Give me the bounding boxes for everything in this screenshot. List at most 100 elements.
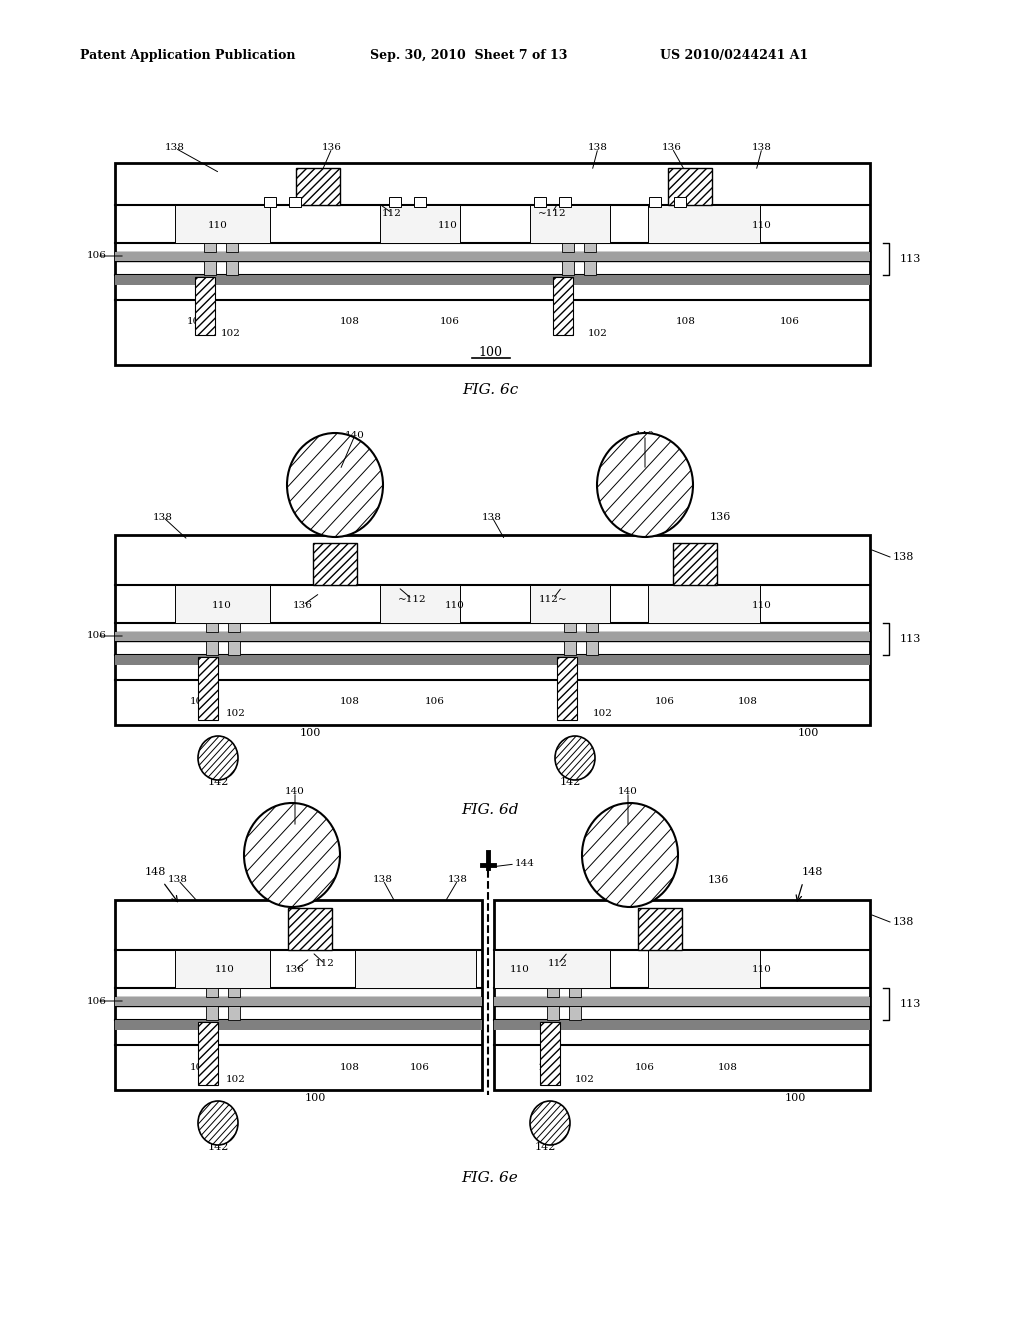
Bar — [564, 642, 575, 655]
Text: Patent Application Publication: Patent Application Publication — [80, 49, 296, 62]
Text: 102: 102 — [575, 1074, 595, 1084]
Ellipse shape — [198, 737, 238, 780]
Text: FIG. 6d: FIG. 6d — [461, 803, 519, 817]
Bar — [494, 950, 610, 987]
Text: 106: 106 — [87, 252, 106, 260]
Text: 113: 113 — [900, 634, 922, 644]
Bar — [380, 205, 460, 243]
Text: 106: 106 — [780, 318, 800, 326]
Text: 106: 106 — [87, 631, 106, 640]
Bar — [494, 997, 870, 1006]
Bar — [648, 950, 760, 987]
Bar — [115, 655, 870, 665]
Bar — [540, 1022, 560, 1085]
Text: 138: 138 — [893, 917, 914, 927]
Bar — [547, 987, 559, 997]
Text: ~112: ~112 — [538, 209, 566, 218]
Text: FIG. 6c: FIG. 6c — [462, 383, 518, 397]
Text: 108: 108 — [340, 697, 360, 706]
Text: 148: 148 — [802, 867, 822, 876]
Bar — [115, 997, 482, 1006]
Text: 108: 108 — [340, 318, 360, 326]
Bar — [228, 642, 240, 655]
Text: 112~: 112~ — [539, 594, 567, 603]
Text: 102: 102 — [221, 330, 241, 338]
Bar — [115, 632, 870, 642]
Text: 138: 138 — [449, 875, 468, 884]
Bar — [198, 657, 218, 719]
Text: 100: 100 — [304, 1093, 326, 1104]
Text: 112: 112 — [382, 209, 402, 218]
Text: 138: 138 — [588, 144, 608, 153]
Text: 100: 100 — [798, 729, 818, 738]
Bar — [530, 585, 610, 623]
Text: 102: 102 — [226, 710, 246, 718]
Bar — [296, 168, 340, 205]
Text: 110: 110 — [510, 965, 530, 974]
Bar — [638, 908, 682, 950]
Bar — [494, 1020, 870, 1030]
Bar — [206, 987, 218, 997]
Bar — [562, 243, 574, 252]
Text: 142: 142 — [535, 1142, 556, 1152]
Text: Sep. 30, 2010  Sheet 7 of 13: Sep. 30, 2010 Sheet 7 of 13 — [370, 49, 567, 62]
Text: 100: 100 — [478, 346, 502, 359]
Text: 110: 110 — [438, 220, 458, 230]
Ellipse shape — [555, 737, 595, 780]
Bar — [115, 275, 870, 285]
Text: 136: 136 — [663, 144, 682, 153]
Text: 136: 136 — [293, 601, 313, 610]
Text: 144: 144 — [515, 859, 535, 869]
Text: 110: 110 — [208, 220, 228, 230]
Bar — [206, 623, 218, 632]
Bar — [414, 197, 426, 207]
Text: 138: 138 — [153, 512, 173, 521]
Bar — [195, 277, 215, 335]
Bar — [115, 162, 870, 366]
Bar — [228, 623, 240, 632]
Text: 113: 113 — [900, 253, 922, 264]
Text: 113: 113 — [900, 999, 922, 1008]
Text: 102: 102 — [226, 1074, 246, 1084]
Text: 106: 106 — [425, 697, 445, 706]
Bar — [586, 623, 598, 632]
Bar — [584, 261, 596, 275]
Ellipse shape — [597, 433, 693, 537]
Ellipse shape — [198, 1101, 238, 1144]
Bar — [115, 535, 870, 725]
Bar — [648, 205, 760, 243]
Text: 112: 112 — [315, 960, 335, 969]
Text: 142: 142 — [559, 777, 581, 787]
Ellipse shape — [287, 433, 383, 537]
Bar — [264, 197, 276, 207]
Bar — [204, 261, 216, 275]
Text: 110: 110 — [752, 220, 772, 230]
Text: 136: 136 — [323, 144, 342, 153]
Bar — [313, 543, 357, 585]
Ellipse shape — [244, 803, 340, 907]
Text: 138: 138 — [373, 875, 393, 884]
Text: 104: 104 — [190, 697, 210, 706]
Text: 136: 136 — [710, 512, 731, 521]
Text: 104: 104 — [187, 318, 207, 326]
Bar — [288, 908, 332, 950]
Text: 140: 140 — [618, 788, 638, 796]
Text: 102: 102 — [588, 330, 608, 338]
Bar — [198, 1022, 218, 1085]
Text: 104: 104 — [190, 1063, 210, 1072]
Ellipse shape — [582, 803, 678, 907]
Bar — [204, 243, 216, 252]
Text: 102: 102 — [593, 710, 613, 718]
Text: 110: 110 — [752, 965, 772, 974]
Text: 110: 110 — [445, 601, 465, 610]
Text: 138: 138 — [168, 875, 188, 884]
Text: 106: 106 — [440, 318, 460, 326]
Bar — [115, 252, 870, 261]
Bar — [494, 900, 870, 1090]
Bar — [206, 1006, 218, 1020]
Text: US 2010/0244241 A1: US 2010/0244241 A1 — [660, 49, 808, 62]
Bar — [648, 585, 760, 623]
Text: 108: 108 — [676, 318, 696, 326]
Bar — [228, 1006, 240, 1020]
Text: 112: 112 — [548, 960, 568, 969]
